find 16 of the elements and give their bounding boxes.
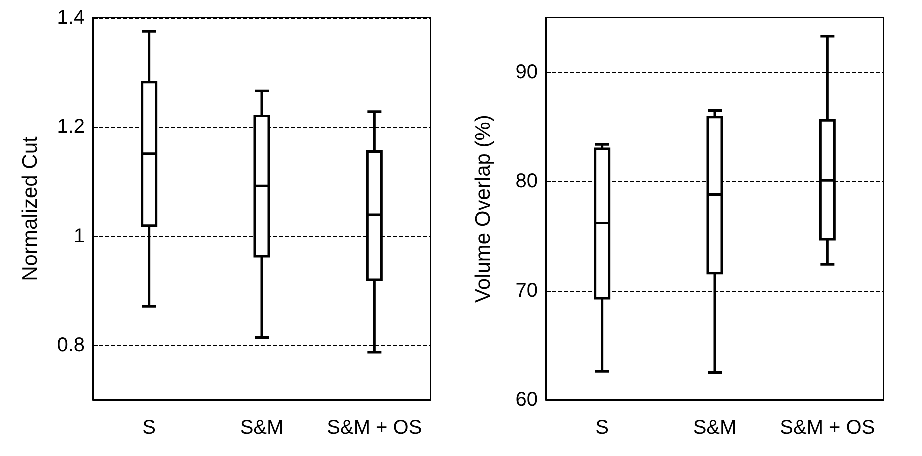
y-tick-label: 1.2 (57, 116, 85, 138)
y-tick-label: 70 (516, 280, 538, 302)
x-tick-label: S&M + OS (327, 417, 422, 439)
x-tick-label: S (142, 417, 156, 439)
y-tick-label: 1.4 (57, 7, 85, 29)
y-tick-label: 80 (516, 170, 538, 193)
x-tick-label: S&M (693, 417, 737, 439)
y-tick-label: 1 (74, 225, 85, 248)
x-tick-label: S&M + OS (780, 417, 876, 439)
y-tick-label: 60 (516, 389, 538, 411)
x-tick-label: S&M (240, 417, 284, 439)
x-tick-label: S (596, 417, 610, 439)
y-tick-label: 90 (516, 62, 538, 84)
y-tick-label: 0.8 (57, 334, 85, 356)
y-axis-title: Volume Overlap (%) (472, 115, 495, 303)
y-axis-title: Normalized Cut (19, 136, 42, 282)
